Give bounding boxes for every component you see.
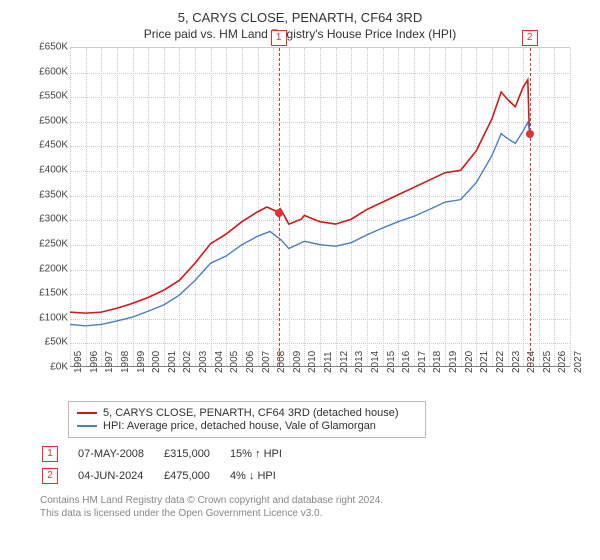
footnote: Contains HM Land Registry data © Crown c… [40, 494, 590, 520]
y-axis-tick: £600K [30, 66, 68, 77]
legend-swatch [77, 425, 97, 427]
price-chart: £0K £50K £100K £150K £200K £250K £300K £350K £40… [30, 47, 590, 397]
y-axis-tick: £300K [30, 214, 68, 225]
y-axis-tick: £100K [30, 312, 68, 323]
sale-date: 07-MAY-2008 [78, 444, 162, 464]
y-axis-tick: £350K [30, 189, 68, 200]
sale-marker-dot [275, 209, 283, 217]
sale-price: £315,000 [164, 444, 228, 464]
sales-table: 1 07-MAY-2008 £315,000 15% ↑ HPI 2 04-JU… [40, 442, 302, 488]
x-axis-tick: 2027 [573, 351, 600, 373]
y-axis-tick: £0K [30, 362, 68, 373]
page-title: 5, CARYS CLOSE, PENARTH, CF64 3RD [10, 10, 590, 25]
table-row: 2 04-JUN-2024 £475,000 4% ↓ HPI [42, 466, 300, 486]
table-row: 1 07-MAY-2008 £315,000 15% ↑ HPI [42, 444, 300, 464]
y-axis-tick: £500K [30, 115, 68, 126]
sale-marker-dot [526, 130, 534, 138]
sale-marker-label: 2 [522, 30, 538, 46]
sale-marker-label: 1 [271, 30, 287, 46]
sale-marker-line [530, 48, 531, 366]
legend-swatch [77, 412, 97, 414]
sale-price: £475,000 [164, 466, 228, 486]
page-subtitle: Price paid vs. HM Land Registry's House … [10, 27, 590, 41]
y-axis-tick: £550K [30, 91, 68, 102]
y-axis-tick: £650K [30, 42, 68, 53]
sale-marker-line [279, 48, 280, 366]
sale-delta: 4% ↓ HPI [230, 466, 300, 486]
legend-label: HPI: Average price, detached house, Vale… [103, 420, 376, 432]
legend-label: 5, CARYS CLOSE, PENARTH, CF64 3RD (detac… [103, 407, 399, 419]
series-line [70, 122, 530, 326]
y-axis-tick: £200K [30, 263, 68, 274]
y-axis-tick: £250K [30, 238, 68, 249]
series-line [70, 80, 530, 313]
legend-item: 5, CARYS CLOSE, PENARTH, CF64 3RD (detac… [77, 407, 417, 419]
sale-marker-box: 2 [42, 468, 58, 484]
y-axis-tick: £400K [30, 165, 68, 176]
chart-legend: 5, CARYS CLOSE, PENARTH, CF64 3RD (detac… [68, 401, 426, 438]
sale-date: 04-JUN-2024 [78, 466, 162, 486]
legend-item: HPI: Average price, detached house, Vale… [77, 420, 417, 432]
y-axis-tick: £150K [30, 288, 68, 299]
sale-marker-box: 1 [42, 446, 58, 462]
y-axis-tick: £50K [30, 337, 68, 348]
sale-delta: 15% ↑ HPI [230, 444, 300, 464]
y-axis-tick: £450K [30, 140, 68, 151]
